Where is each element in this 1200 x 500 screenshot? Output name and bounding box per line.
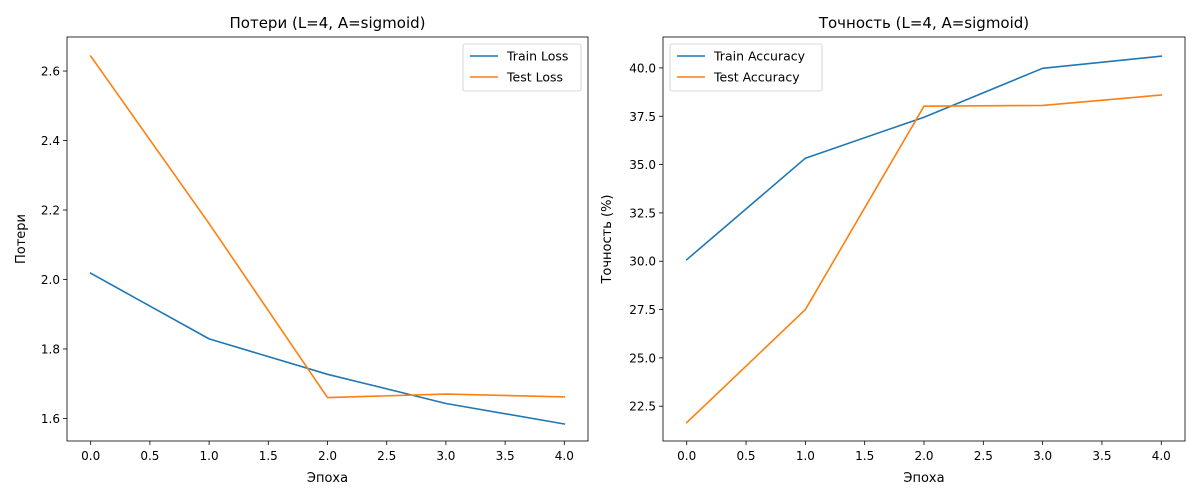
legend-label: Train Accuracy bbox=[713, 49, 806, 64]
legend-label: Train Loss bbox=[506, 49, 568, 64]
y-tick-label: 1.8 bbox=[41, 342, 60, 356]
x-tick-label: 3.5 bbox=[496, 449, 515, 463]
legend-box bbox=[669, 43, 823, 92]
axes-frame bbox=[662, 36, 1186, 442]
x-tick-label: 4.0 bbox=[555, 449, 574, 463]
axes-frame bbox=[66, 36, 589, 442]
y-tick-label: 27.5 bbox=[629, 303, 656, 317]
series-line-train-accuracy bbox=[685, 55, 1163, 261]
y-axis-label: Точность (%) bbox=[600, 194, 615, 284]
y-tick-label: 35.0 bbox=[629, 158, 656, 172]
x-tick-label: 1.0 bbox=[796, 449, 815, 463]
y-tick-label: 25.0 bbox=[629, 351, 656, 365]
legend-label: Test Accuracy bbox=[713, 70, 800, 85]
x-tick-label: 2.0 bbox=[914, 449, 933, 463]
y-tick-label: 2.2 bbox=[41, 203, 60, 217]
chart-panel-1: Точность (L=4, A=sigmoid) 0.0 0.5 1.0 1.5 2.0… bbox=[600, 14, 1186, 486]
x-tick-label: 2.5 bbox=[974, 449, 993, 463]
x-tick-label: 0.0 bbox=[677, 449, 696, 463]
x-axis-label: Эпоха bbox=[307, 471, 348, 486]
y-tick-label: 32.5 bbox=[629, 206, 656, 220]
series-line-test-loss bbox=[89, 54, 566, 399]
legend: Train Accuracy Test Accuracy bbox=[669, 43, 823, 92]
y-tick-label: 2.6 bbox=[41, 65, 60, 79]
x-tick-label: 2.5 bbox=[377, 449, 396, 463]
chart-panel-0: Потери (L=4, A=sigmoid) 0.0 0.5 1.0 1.5 2.0 2.… bbox=[14, 14, 589, 486]
x-tick-label: 4.0 bbox=[1152, 449, 1171, 463]
x-tick-label: 1.5 bbox=[855, 449, 874, 463]
x-axis-label: Эпоха bbox=[903, 471, 944, 486]
x-tick-label: 3.5 bbox=[1092, 449, 1111, 463]
x-tick-label: 1.5 bbox=[259, 449, 278, 463]
x-tick-label: 1.0 bbox=[200, 449, 219, 463]
series-line-train-loss bbox=[89, 272, 566, 425]
x-tick-label: 0.5 bbox=[140, 449, 159, 463]
y-tick-label: 2.0 bbox=[41, 273, 60, 287]
y-axis-label: Потери bbox=[14, 214, 29, 264]
y-tick-label: 2.4 bbox=[41, 134, 60, 148]
legend-label: Test Loss bbox=[506, 70, 563, 85]
y-tick-label: 30.0 bbox=[629, 255, 656, 269]
x-tick-label: 2.0 bbox=[318, 449, 337, 463]
chart-title: Точность (L=4, A=sigmoid) bbox=[818, 14, 1029, 32]
y-tick-label: 22.5 bbox=[629, 400, 656, 414]
x-tick-label: 3.0 bbox=[436, 449, 455, 463]
y-tick-label: 1.6 bbox=[41, 412, 60, 426]
chart-title: Потери (L=4, A=sigmoid) bbox=[230, 14, 426, 32]
x-tick-label: 3.0 bbox=[1033, 449, 1052, 463]
x-tick-label: 0.0 bbox=[81, 449, 100, 463]
x-tick-label: 0.5 bbox=[736, 449, 755, 463]
y-tick-label: 40.0 bbox=[629, 61, 656, 75]
y-tick-label: 37.5 bbox=[629, 110, 656, 124]
legend: Train Loss Test Loss bbox=[462, 43, 582, 92]
series-line-test-accuracy bbox=[685, 94, 1163, 424]
